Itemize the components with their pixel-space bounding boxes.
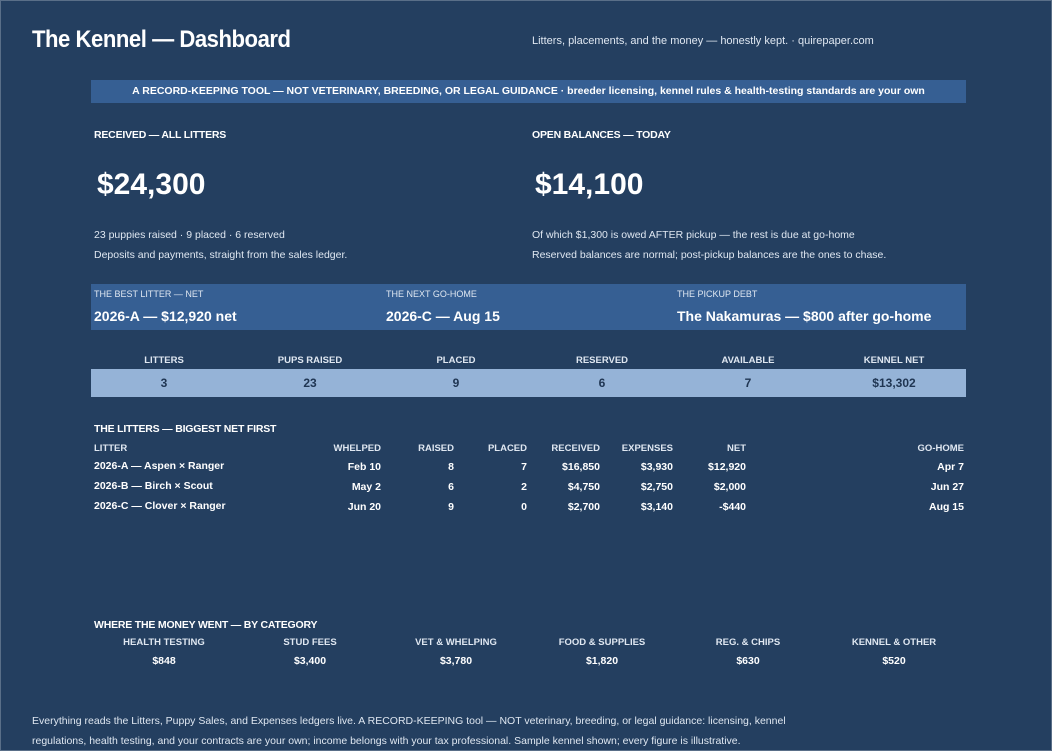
highlight-label-pickup-debt: THE PICKUP DEBT: [677, 289, 758, 299]
category-label-health-testing: HEALTH TESTING: [123, 637, 205, 648]
received-label: RECEIVED — ALL LITTERS: [94, 129, 227, 141]
row-1-raised: 6: [448, 481, 454, 493]
row-2-received: $2,700: [567, 501, 600, 513]
row-0-placed: 7: [521, 461, 527, 473]
col-header-net: NET: [727, 443, 746, 454]
col-header-go-home: GO-HOME: [917, 443, 964, 454]
page-title: The Kennel — Dashboard: [32, 26, 291, 53]
received-line2: Deposits and payments, straight from the…: [94, 249, 348, 261]
row-2-placed: 0: [521, 501, 527, 513]
kpi-label-kennel-net: KENNEL NET: [863, 355, 925, 366]
category-value-vet-whelping: $3,780: [439, 655, 473, 667]
col-header-raised: RAISED: [418, 443, 454, 454]
col-header-placed: PLACED: [487, 443, 527, 454]
kpi-value-pups-raised: 23: [303, 376, 317, 390]
highlights-band: THE BEST LITTER — NET 2026-A — $12,920 n…: [91, 284, 966, 330]
category-label-vet-whelping: VET & WHELPING: [415, 637, 497, 648]
row-0-raised: 8: [448, 461, 454, 473]
row-1-expenses: $2,750: [640, 481, 673, 493]
category-label-food-supplies: FOOD & SUPPLIES: [558, 637, 646, 648]
category-value-health-testing: $848: [152, 655, 176, 667]
open-balances-value: $14,100: [535, 168, 644, 201]
kpi-label-pups-raised: PUPS RAISED: [277, 355, 343, 366]
row-0-net: $12,920: [708, 461, 746, 473]
col-header-expenses: EXPENSES: [621, 443, 673, 454]
row-1-net: $2,000: [713, 481, 746, 493]
row-2-go-home: Aug 15: [928, 501, 964, 513]
row-0-whelped: Feb 10: [347, 461, 381, 473]
row-1-litter: 2026-B — Birch × Scout: [94, 480, 213, 492]
col-header-received: RECEIVED: [551, 443, 600, 454]
highlight-value-pickup-debt: The Nakamuras — $800 after go-home: [677, 308, 932, 324]
highlight-value-next-go-home: 2026-C — Aug 15: [386, 308, 500, 324]
kpi-bar: 3 23 9 6 7 $13,302: [91, 369, 966, 397]
kpi-value-placed: 9: [452, 376, 460, 390]
kpi-value-litters: 3: [160, 376, 168, 390]
row-2-raised: 9: [448, 501, 454, 513]
row-2-whelped: Jun 20: [347, 501, 381, 513]
category-value-stud-fees: $3,400: [293, 655, 327, 667]
received-line1: 23 puppies raised · 9 placed · 6 reserve…: [94, 229, 285, 241]
highlight-label-best-litter: THE BEST LITTER — NET: [94, 289, 204, 299]
kpi-value-available: 7: [744, 376, 752, 390]
category-label-reg-chips: REG. & CHIPS: [715, 637, 781, 648]
kpi-value-kennel-net: $13,302: [872, 376, 916, 390]
col-header-whelped: WHELPED: [333, 443, 382, 454]
disclaimer-banner: A RECORD-KEEPING TOOL — NOT VETERINARY, …: [91, 80, 966, 103]
kpi-label-available: AVAILABLE: [721, 355, 775, 366]
row-1-go-home: Jun 27: [930, 481, 964, 493]
category-value-reg-chips: $630: [736, 655, 760, 667]
kpi-label-litters: LITTERS: [144, 355, 184, 366]
category-value-kennel-other: $520: [882, 655, 906, 667]
category-value-food-supplies: $1,820: [585, 655, 619, 667]
footer-line-2: regulations, health testing, and your co…: [32, 735, 741, 747]
kpi-value-reserved: 6: [598, 376, 606, 390]
categories-section-title: WHERE THE MONEY WENT — BY CATEGORY: [94, 619, 318, 631]
row-0-go-home: Apr 7: [937, 461, 964, 473]
col-header-litter: LITTER: [94, 443, 128, 454]
row-1-received: $4,750: [567, 481, 600, 493]
open-balances-line1: Of which $1,300 is owed AFTER pickup — t…: [532, 229, 855, 241]
received-value: $24,300: [97, 168, 206, 201]
open-balances-label: OPEN BALANCES — TODAY: [532, 129, 671, 141]
category-label-stud-fees: STUD FEES: [283, 637, 337, 648]
row-2-net: -$440: [719, 501, 746, 513]
row-1-placed: 2: [521, 481, 527, 493]
highlight-label-next-go-home: THE NEXT GO-HOME: [386, 289, 477, 299]
footer-note: Everything reads the Litters, Puppy Sale…: [32, 711, 932, 751]
kpi-label-placed: PLACED: [436, 355, 476, 366]
highlight-value-best-litter: 2026-A — $12,920 net: [94, 308, 237, 324]
row-0-litter: 2026-A — Aspen × Ranger: [94, 460, 225, 472]
row-2-litter: 2026-C — Clover × Ranger: [94, 500, 226, 512]
footer-line-1: Everything reads the Litters, Puppy Sale…: [32, 715, 786, 727]
row-2-expenses: $3,140: [640, 501, 673, 513]
open-balances-line2: Reserved balances are normal; post-picku…: [532, 249, 887, 261]
row-0-expenses: $3,930: [640, 461, 673, 473]
row-0-received: $16,850: [562, 461, 600, 473]
litters-section-title: THE LITTERS — BIGGEST NET FIRST: [94, 423, 277, 435]
kpi-label-reserved: RESERVED: [575, 355, 629, 366]
category-label-kennel-other: KENNEL & OTHER: [851, 637, 937, 648]
tagline: Litters, placements, and the money — hon…: [532, 35, 874, 47]
row-1-whelped: May 2: [351, 481, 381, 493]
